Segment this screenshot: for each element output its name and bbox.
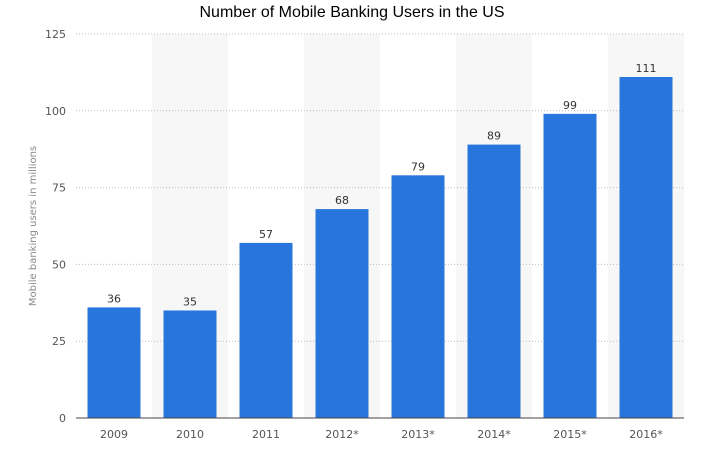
data-label: 36 (107, 292, 121, 305)
y-tick-label: 75 (52, 182, 66, 195)
bar-2009[interactable] (87, 307, 141, 418)
bar-2013[interactable] (391, 175, 445, 418)
y-axis-ticks: 0 25 50 75 100 125 (45, 28, 66, 425)
y-tick-label: 25 (52, 335, 66, 348)
x-tick-label: 2012* (325, 428, 359, 441)
data-labels: 36 35 57 68 79 89 99 111 (107, 62, 657, 308)
data-label: 57 (259, 228, 273, 241)
data-label: 79 (411, 160, 425, 173)
bars (87, 77, 673, 419)
data-label: 89 (487, 130, 501, 143)
bar-2010[interactable] (163, 310, 217, 418)
data-label: 111 (636, 62, 657, 75)
y-tick-label: 100 (45, 105, 66, 118)
y-axis-title: Mobile banking users in millions (28, 146, 39, 306)
bar-2012[interactable] (315, 209, 369, 418)
chart-title: Number of Mobile Banking Users in the US (199, 4, 505, 21)
x-tick-label: 2011 (252, 428, 280, 441)
x-tick-label: 2014* (477, 428, 511, 441)
x-axis-ticks: 2009 2010 2011 2012* 2013* 2014* 2015* 2016* (100, 428, 663, 441)
x-tick-label: 2016* (629, 428, 663, 441)
x-tick-label: 2015* (553, 428, 587, 441)
y-tick-label: 0 (59, 412, 66, 425)
bar-2014[interactable] (467, 144, 521, 419)
bar-2011[interactable] (239, 242, 293, 418)
data-label: 68 (335, 194, 349, 207)
y-tick-label: 50 (52, 258, 66, 271)
data-label: 35 (183, 295, 197, 308)
x-tick-label: 2009 (100, 428, 128, 441)
y-tick-label: 125 (45, 28, 66, 41)
data-label: 99 (563, 99, 577, 112)
x-tick-label: 2010 (176, 428, 204, 441)
gridlines (76, 33, 684, 342)
x-tick-label: 2013* (401, 428, 435, 441)
bar-2016[interactable] (619, 77, 673, 419)
bar-2015[interactable] (543, 113, 597, 418)
